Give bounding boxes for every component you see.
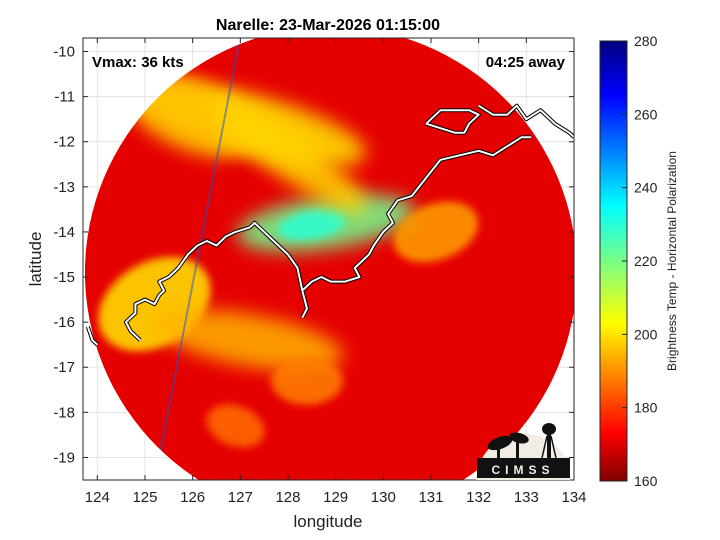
x-tick-label: 124	[85, 489, 110, 506]
y-tick-label: -14	[53, 224, 75, 241]
vmax-annotation: Vmax: 36 kts	[92, 54, 184, 71]
x-tick-label: 133	[514, 489, 539, 506]
colorbar-tick-label: 160	[634, 473, 658, 489]
colorbar-label: Brightness Temp - Horizontal Polarizatio…	[665, 151, 679, 371]
coastline	[85, 103, 574, 347]
x-axis-ticks: 124 125 126 127 128 129 130 131 132 133 134	[85, 38, 587, 506]
feature-south-west-cell	[206, 404, 265, 448]
coastline-segment	[86, 326, 98, 346]
colorbar-tick-label: 180	[634, 400, 658, 416]
y-tick-label: -12	[53, 134, 75, 151]
axes-frame	[82, 37, 575, 481]
colorbar-tick-label: 240	[634, 180, 658, 196]
y-axis-label: latitude	[26, 232, 45, 287]
feature-spiral-arm	[209, 97, 367, 213]
x-tick-label: 131	[418, 489, 443, 506]
coastline-segment	[425, 109, 480, 134]
logo-dish-left	[487, 435, 513, 451]
x-tick-label: 134	[561, 489, 586, 506]
colorbar-tick-label: 200	[634, 326, 658, 342]
logo-dish-stand-2	[516, 442, 519, 458]
x-tick-label: 126	[180, 489, 205, 506]
x-tick-label: 127	[228, 489, 253, 506]
swath-seam	[154, 38, 241, 480]
feature-inner-core	[278, 210, 346, 241]
feature-southern-cell	[271, 356, 344, 405]
logo-text: CIMSS	[491, 463, 554, 477]
colorbar-tick-label: 260	[634, 106, 658, 122]
y-tick-label: -16	[53, 314, 75, 331]
swath	[84, 38, 574, 480]
coastline-segment	[301, 290, 308, 319]
y-tick-label: -19	[53, 449, 75, 466]
cimss-logo: CIMSS	[476, 423, 570, 480]
logo-tower-strut	[541, 435, 548, 459]
y-tick-label: -17	[53, 359, 75, 376]
feature-eastern-cell	[393, 201, 479, 263]
colorbar-tick-label: 220	[634, 253, 658, 269]
coastline-segment	[124, 136, 532, 341]
colorbar-ticks: 160 180 200 220 240 260 280	[622, 33, 658, 489]
y-tick-label: -13	[53, 179, 75, 196]
y-tick-label: -10	[53, 44, 75, 61]
logo-tower-tank	[542, 423, 556, 435]
x-tick-label: 129	[323, 489, 348, 506]
x-tick-label: 128	[275, 489, 300, 506]
y-axis-ticks: -10 -11 -12 -13 -14 -15 -16 -17 -18 -19	[53, 44, 574, 466]
x-tick-label: 125	[132, 489, 157, 506]
coastline-segment	[478, 104, 574, 138]
logo-tower-leg	[547, 433, 551, 458]
x-axis-label: longitude	[293, 512, 362, 531]
x-tick-label: 132	[466, 489, 491, 506]
logo-tower-strut-2	[550, 435, 557, 459]
y-tick-label: -18	[53, 404, 75, 421]
y-tick-label: -15	[53, 269, 75, 286]
y-tick-label: -11	[54, 89, 75, 106]
feature-southern-band	[156, 309, 344, 371]
colorbar-tick-label: 280	[634, 33, 658, 49]
time-away-annotation: 04:25 away	[486, 54, 566, 71]
logo-dish-stand	[497, 446, 500, 458]
chart-title: Narelle: 23-Mar-2026 01:15:00	[216, 17, 440, 34]
x-tick-label: 130	[371, 489, 396, 506]
logo-dish-right	[509, 432, 529, 444]
logo-banner	[477, 458, 570, 478]
